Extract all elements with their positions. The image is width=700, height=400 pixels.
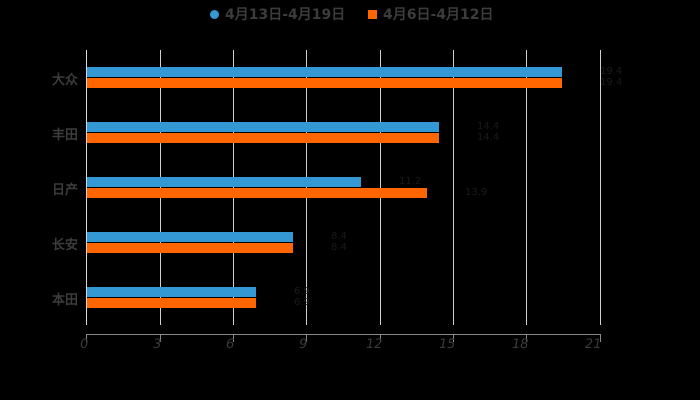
bar-value-label: 19.4 [600,77,623,88]
x-tick [526,334,527,342]
bar[interactable] [87,122,439,132]
x-tick-label: 18 [510,337,530,352]
square-marker-icon [368,9,377,19]
legend-item-series-1[interactable]: 4月6日-4月12日 [368,4,494,24]
x-tick [600,334,601,342]
bar-value-label: 6.9 [294,297,310,308]
x-tick-label: 6 [224,337,236,352]
bar-value-label: 8.4 [331,242,347,253]
bar-value-label: 8.4 [331,231,347,242]
bar[interactable] [87,67,562,77]
bar-value-label: 14.4 [477,132,500,143]
category-label: 本田 [51,293,78,308]
bar[interactable] [87,243,293,253]
gridline [453,50,454,325]
category-label: 日产 [51,183,78,198]
circle-marker-icon [210,9,219,19]
chart-legend: 4月13日-4月19日 4月6日-4月12日 [0,4,700,24]
x-tick [233,334,234,342]
bar[interactable] [87,78,562,88]
bar[interactable] [87,133,439,143]
x-tick-label: 9 [297,337,309,352]
x-axis-line [86,334,601,335]
x-tick-label: 12 [364,337,384,352]
legend-item-series-0[interactable]: 4月13日-4月19日 [210,4,345,24]
x-tick-label: 3 [151,337,163,352]
legend-label: 4月6日-4月12日 [383,7,494,23]
bar[interactable] [87,188,427,198]
legend-label: 4月13日-4月19日 [225,7,346,23]
bar[interactable] [87,298,256,308]
bar[interactable] [87,287,256,297]
gridline [600,50,601,325]
x-tick [453,334,454,342]
gridline [160,50,161,325]
bar[interactable] [87,177,361,187]
category-label: 长安 [51,238,78,253]
gridline [380,50,381,325]
category-label: 大众 [51,73,78,88]
gridline [306,50,307,325]
x-tick [306,334,307,342]
bar-value-label: 6.9 [294,286,310,297]
bar-value-label: 14.4 [477,121,500,132]
x-tick-label: 0 [78,337,90,352]
x-tick [86,334,87,342]
y-axis-line [86,50,87,325]
bar[interactable] [87,232,293,242]
bar-value-label: 11.2 [399,176,422,187]
category-label: 丰田 [51,128,78,143]
x-tick [160,334,161,342]
x-tick [380,334,381,342]
bar-value-label: 19.4 [600,66,623,77]
bar-value-label: 13.9 [465,187,488,198]
x-tick-label: 15 [437,337,457,352]
gridline [233,50,234,325]
x-tick-label: 21 [583,337,603,352]
gridline [526,50,527,325]
